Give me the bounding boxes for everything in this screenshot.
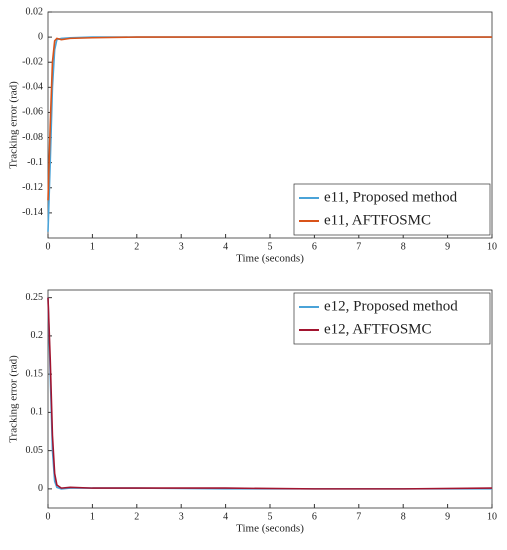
y-tick-label: -0.06 <box>22 107 43 118</box>
legend-label: e11, Proposed method <box>324 189 458 205</box>
x-tick-label: 1 <box>90 511 95 522</box>
y-tick-label: -0.12 <box>22 182 43 193</box>
x-axis-label: Time (seconds) <box>236 253 304 265</box>
y-tick-label: -0.08 <box>22 132 43 143</box>
x-tick-label: 6 <box>312 241 317 252</box>
legend-label: e12, AFTFOSMC <box>324 321 432 337</box>
legend-label: e12, Proposed method <box>324 298 458 314</box>
x-tick-label: 9 <box>445 511 450 522</box>
x-tick-label: 10 <box>487 241 497 252</box>
x-tick-label: 0 <box>46 241 51 252</box>
series-line <box>47 36 492 201</box>
x-tick-label: 0 <box>46 511 51 522</box>
x-tick-label: 7 <box>356 511 361 522</box>
x-tick-label: 3 <box>179 241 184 252</box>
y-tick-label: 0.02 <box>26 6 44 17</box>
y-axis-label: Tracking error (rad) <box>8 81 20 169</box>
x-tick-label: 5 <box>268 241 273 252</box>
y-tick-label: 0 <box>38 483 43 494</box>
y-tick-label: -0.04 <box>22 82 43 93</box>
x-tick-label: 8 <box>401 241 406 252</box>
x-axis-label: Time (seconds) <box>236 523 304 535</box>
x-tick-label: 4 <box>223 511 228 522</box>
y-tick-label: 0.25 <box>26 292 44 303</box>
x-tick-label: 2 <box>134 511 139 522</box>
x-tick-label: 5 <box>268 511 273 522</box>
x-tick-label: 10 <box>487 511 497 522</box>
y-tick-label: -0.02 <box>22 57 43 68</box>
y-tick-label: 0.05 <box>26 445 44 456</box>
x-tick-label: 8 <box>401 511 406 522</box>
y-tick-label: -0.14 <box>22 207 43 218</box>
y-axis-label: Tracking error (rad) <box>8 355 20 443</box>
y-tick-label: -0.1 <box>27 157 43 168</box>
y-tick-label: 0.2 <box>31 330 44 341</box>
x-tick-label: 6 <box>312 511 317 522</box>
series-line <box>47 297 493 490</box>
legend <box>293 292 491 345</box>
legend <box>293 183 491 236</box>
y-tick-label: 0.15 <box>26 368 44 379</box>
x-tick-label: 1 <box>90 241 95 252</box>
y-tick-label: 0.1 <box>31 407 44 418</box>
legend-label: e11, AFTFOSMC <box>324 212 431 228</box>
x-tick-label: 4 <box>223 241 228 252</box>
x-tick-label: 7 <box>356 241 361 252</box>
y-tick-label: 0 <box>38 31 43 42</box>
x-tick-label: 3 <box>179 511 184 522</box>
x-tick-label: 9 <box>445 241 450 252</box>
x-tick-label: 2 <box>134 241 139 252</box>
